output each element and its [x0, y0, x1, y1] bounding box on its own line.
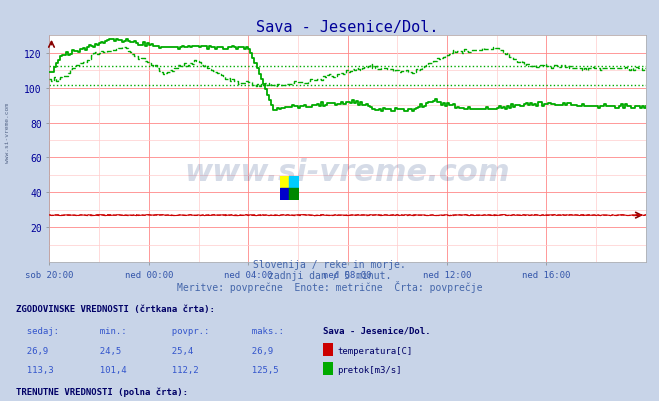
Text: povpr.:: povpr.:: [161, 326, 210, 335]
Bar: [280, 188, 289, 200]
Text: TRENUTNE VREDNOSTI (polna črta):: TRENUTNE VREDNOSTI (polna črta):: [16, 387, 188, 396]
Text: 26,9: 26,9: [16, 346, 49, 355]
Text: 101,4: 101,4: [89, 365, 127, 374]
Bar: [289, 176, 299, 188]
Text: 112,2: 112,2: [161, 365, 199, 374]
Text: Slovenija / reke in morje.: Slovenija / reke in morje.: [253, 259, 406, 269]
Text: temperatura[C]: temperatura[C]: [337, 346, 413, 355]
Text: 26,9: 26,9: [241, 346, 273, 355]
Text: 24,5: 24,5: [89, 346, 121, 355]
Bar: [289, 188, 299, 200]
Text: zadnji dan / 5 minut.: zadnji dan / 5 minut.: [268, 271, 391, 281]
Text: ZGODOVINSKE VREDNOSTI (črtkana črta):: ZGODOVINSKE VREDNOSTI (črtkana črta):: [16, 304, 215, 313]
Bar: [280, 176, 289, 188]
Text: 113,3: 113,3: [16, 365, 54, 374]
Text: 25,4: 25,4: [161, 346, 194, 355]
Text: 125,5: 125,5: [241, 365, 278, 374]
Text: pretok[m3/s]: pretok[m3/s]: [337, 365, 402, 374]
Text: www.si-vreme.com: www.si-vreme.com: [185, 158, 511, 186]
Title: Sava - Jesenice/Dol.: Sava - Jesenice/Dol.: [256, 20, 439, 35]
Text: maks.:: maks.:: [241, 326, 283, 335]
Text: min.:: min.:: [89, 326, 127, 335]
Text: Meritve: povprečne  Enote: metrične  Črta: povprečje: Meritve: povprečne Enote: metrične Črta:…: [177, 280, 482, 292]
Text: Sava - Jesenice/Dol.: Sava - Jesenice/Dol.: [323, 326, 430, 335]
Text: www.si-vreme.com: www.si-vreme.com: [5, 102, 11, 162]
Text: sedaj:: sedaj:: [16, 326, 59, 335]
